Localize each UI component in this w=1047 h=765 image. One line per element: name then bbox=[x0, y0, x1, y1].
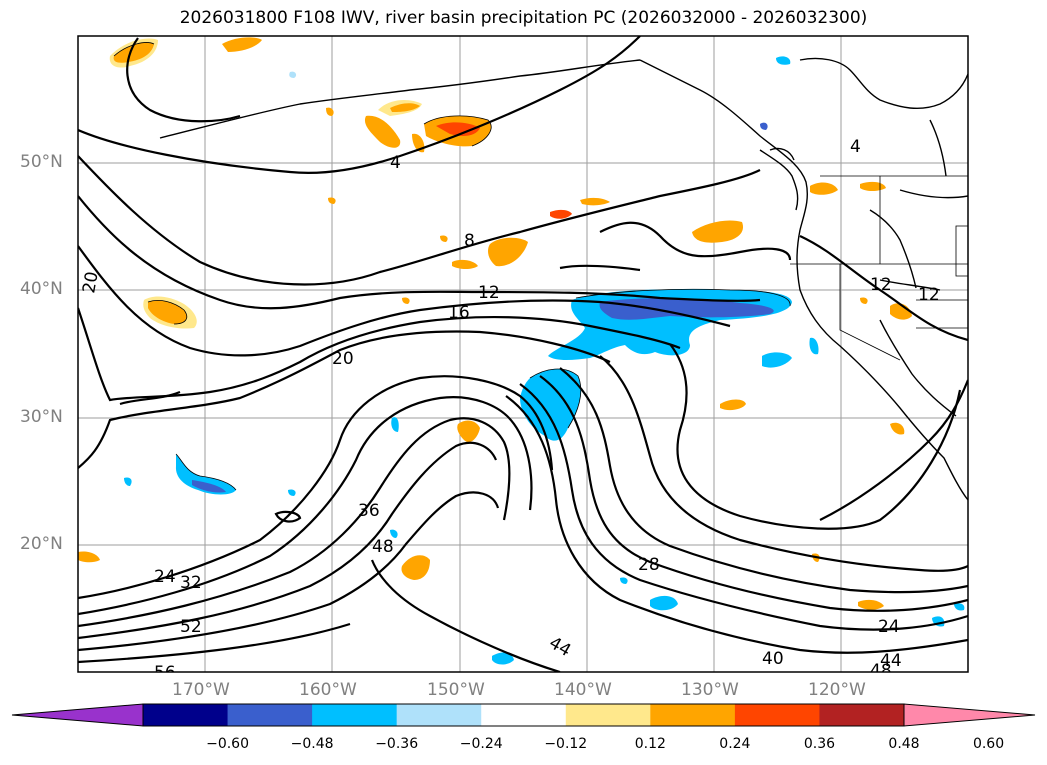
contour-label: 56 bbox=[154, 663, 176, 683]
contour-label: 52 bbox=[180, 617, 202, 637]
contour-label: 16 bbox=[448, 303, 470, 323]
contour-label: 12 bbox=[870, 275, 892, 295]
map-frame bbox=[77, 35, 969, 673]
colorbar-tick-label: −0.60 bbox=[206, 736, 249, 752]
contour-label: 4 bbox=[390, 153, 401, 173]
colorbar-swatch bbox=[396, 704, 482, 726]
contour-label: 8 bbox=[464, 231, 475, 251]
colorbar-swatch bbox=[312, 704, 398, 726]
colorbar-tick-label: 0.60 bbox=[972, 736, 1005, 752]
contour-label: 24 bbox=[878, 617, 900, 637]
coastlines bbox=[159, 57, 968, 501]
contour-label: 40 bbox=[762, 649, 784, 669]
lon-label: 120°W bbox=[808, 680, 866, 700]
colorbar-swatch bbox=[650, 704, 736, 726]
colorbar-tick-label: −0.12 bbox=[544, 736, 588, 752]
colorbar-tick-label: −0.24 bbox=[459, 736, 503, 752]
colorbar bbox=[11, 703, 1036, 727]
colorbar-swatch bbox=[227, 704, 313, 726]
lat-label: 30°N bbox=[20, 407, 63, 427]
colorbar-swatch bbox=[819, 704, 905, 726]
colorbar-tick-label: −0.36 bbox=[375, 736, 419, 752]
colorbar-tick-label: 0.12 bbox=[634, 736, 666, 752]
lat-label: 20°N bbox=[20, 534, 63, 554]
colorbar-extend-low bbox=[11, 703, 144, 727]
lon-label: 170°W bbox=[172, 680, 230, 700]
contour-labels: 4 4 8 12 12 12 16 20 20 24 24 28 32 36 4… bbox=[79, 137, 940, 683]
contour-label: 28 bbox=[638, 555, 660, 575]
contour-label: 44 bbox=[880, 651, 902, 671]
contour-label: 12 bbox=[918, 285, 940, 305]
contour-label: 20 bbox=[332, 349, 354, 369]
contour-label: 12 bbox=[478, 283, 500, 303]
lat-label: 40°N bbox=[20, 279, 63, 299]
lon-label: 150°W bbox=[427, 680, 485, 700]
colorbar-tick-label: 0.48 bbox=[888, 736, 920, 752]
colorbar-swatch bbox=[481, 704, 567, 726]
colorbar-extend-high bbox=[903, 703, 1036, 727]
map-area: 4 4 8 12 12 12 16 20 20 24 24 28 32 36 4… bbox=[78, 36, 968, 683]
contour-label: 20 bbox=[79, 270, 102, 295]
contour-label: 36 bbox=[358, 501, 380, 521]
contour-label: 24 bbox=[154, 567, 176, 587]
negative-precip-patches bbox=[124, 56, 965, 665]
iwv-contours bbox=[78, 36, 968, 672]
contour-label: 48 bbox=[372, 537, 394, 557]
contour-label: 48 bbox=[870, 661, 892, 681]
figure-title: 2026031800 F108 IWV, river basin precipi… bbox=[179, 8, 868, 28]
lon-label: 160°W bbox=[299, 680, 357, 700]
lon-label: 130°W bbox=[681, 680, 739, 700]
patch-outlines bbox=[113, 42, 791, 491]
colorbar-swatch bbox=[565, 704, 651, 726]
positive-precip-patches bbox=[78, 37, 912, 610]
contour-label: 4 bbox=[850, 137, 861, 157]
colorbar-tick-label: −0.48 bbox=[290, 736, 334, 752]
colorbar-tick-label: 0.36 bbox=[803, 736, 836, 752]
lon-label: 140°W bbox=[554, 680, 612, 700]
lat-label: 50°N bbox=[20, 152, 63, 172]
contour-label: 44 bbox=[546, 633, 575, 661]
colorbar-swatch bbox=[734, 704, 820, 726]
colorbar-swatch bbox=[143, 704, 229, 726]
contour-label: 32 bbox=[180, 573, 202, 593]
colorbar-tick-label: 0.24 bbox=[719, 736, 751, 752]
